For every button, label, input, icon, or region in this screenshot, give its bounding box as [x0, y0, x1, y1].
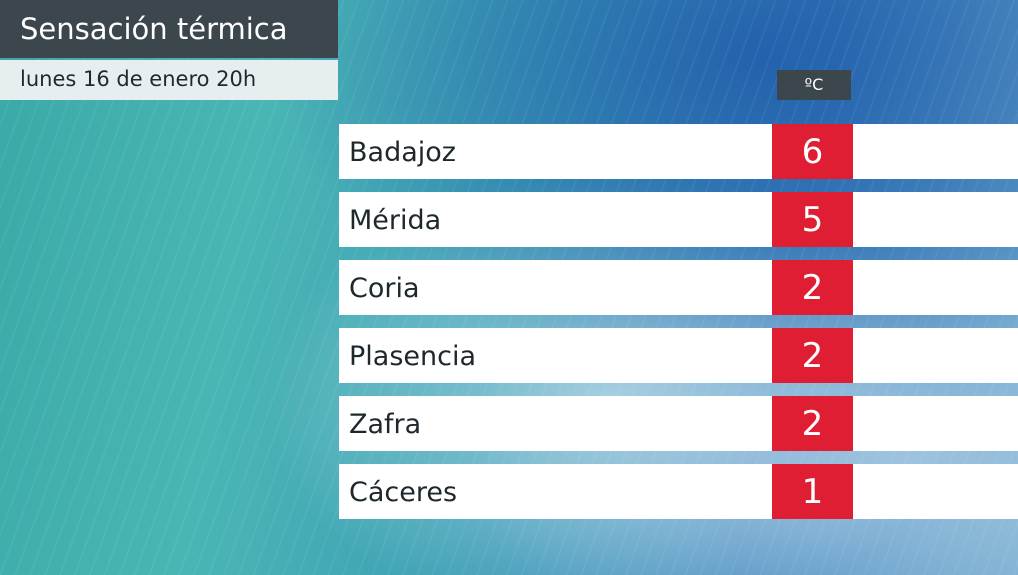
temperature-value: 2 [772, 396, 853, 451]
table-row: Coria 2 [339, 260, 1018, 315]
table-row: Cáceres 1 [339, 464, 1018, 519]
city-name: Coria [349, 273, 420, 304]
title: Sensación térmica [20, 12, 288, 46]
city-name: Badajoz [349, 137, 456, 168]
city-name: Mérida [349, 205, 442, 236]
city-name: Zafra [349, 409, 422, 440]
title-box: Sensación térmica [0, 0, 338, 58]
subtitle-box: lunes 16 de enero 20h [0, 60, 338, 100]
temperature-value: 5 [772, 192, 853, 247]
table-row: Zafra 2 [339, 396, 1018, 451]
unit-label: ºC [777, 70, 851, 100]
temperature-value: 1 [772, 464, 853, 519]
subtitle: lunes 16 de enero 20h [20, 67, 257, 91]
table-row: Badajoz 6 [339, 124, 1018, 179]
temperature-value: 2 [772, 260, 853, 315]
city-name: Plasencia [349, 341, 477, 372]
temperature-value: 6 [772, 124, 853, 179]
city-name: Cáceres [349, 477, 458, 508]
table-row: Plasencia 2 [339, 328, 1018, 383]
temperature-value: 2 [772, 328, 853, 383]
table-row: Mérida 5 [339, 192, 1018, 247]
